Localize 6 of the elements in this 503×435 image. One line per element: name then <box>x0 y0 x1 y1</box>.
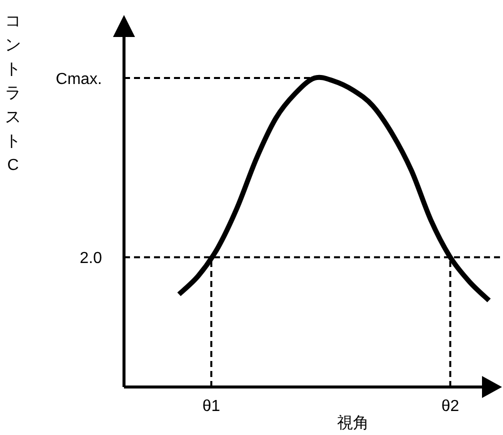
text: コントラストC <box>4 12 22 176</box>
x-axis-title: 視角 <box>337 414 369 432</box>
text: Cmax. <box>56 71 102 88</box>
text: θ2 <box>441 398 460 415</box>
text: 2.0 <box>80 250 102 268</box>
text: θ1 <box>202 398 220 415</box>
